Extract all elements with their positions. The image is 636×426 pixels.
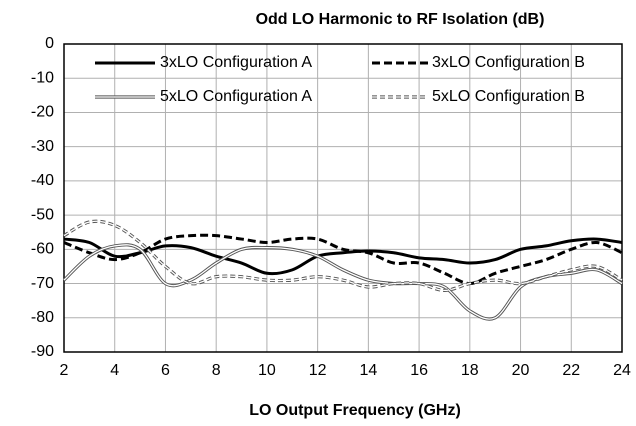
x-axis-label: LO Output Frequency (GHz)	[249, 402, 461, 419]
series-line-outline	[62, 243, 623, 321]
x-tick-label: 16	[410, 362, 428, 379]
y-tick-label: -10	[31, 69, 54, 86]
legend-label: 3xLO Configuration B	[432, 54, 585, 71]
y-tick-label: 0	[45, 35, 54, 52]
y-tick-label: -90	[31, 343, 54, 360]
y-tick-label: -60	[31, 241, 54, 258]
x-tick-label: 4	[110, 362, 119, 379]
x-tick-label: 2	[60, 362, 69, 379]
y-tick-label: -40	[31, 172, 54, 189]
x-tick-label: 22	[562, 362, 580, 379]
y-tick-label: -20	[31, 104, 54, 121]
chart-title: Odd LO Harmonic to RF Isolation (dB)	[256, 11, 545, 28]
x-tick-label: 12	[309, 362, 327, 379]
series-line	[63, 244, 623, 320]
y-tick-label: -50	[31, 206, 54, 223]
series-line	[63, 220, 623, 292]
x-tick-label: 24	[613, 362, 631, 379]
legend-label: 5xLO Configuration B	[432, 88, 585, 105]
x-tick-label: 10	[258, 362, 276, 379]
x-tick-label: 8	[212, 362, 221, 379]
x-tick-label: 20	[512, 362, 530, 379]
legend-label: 5xLO Configuration A	[160, 88, 312, 105]
series-line	[63, 233, 623, 286]
y-tick-label: -80	[31, 309, 54, 326]
y-tick-label: -70	[31, 275, 54, 292]
legend-label: 3xLO Configuration A	[160, 54, 312, 71]
x-tick-label: 6	[161, 362, 170, 379]
series-line	[63, 237, 623, 276]
y-tick-label: -30	[31, 138, 54, 155]
plot-frame	[63, 43, 623, 353]
x-tick-label: 18	[461, 362, 479, 379]
x-tick-label: 14	[359, 362, 377, 379]
